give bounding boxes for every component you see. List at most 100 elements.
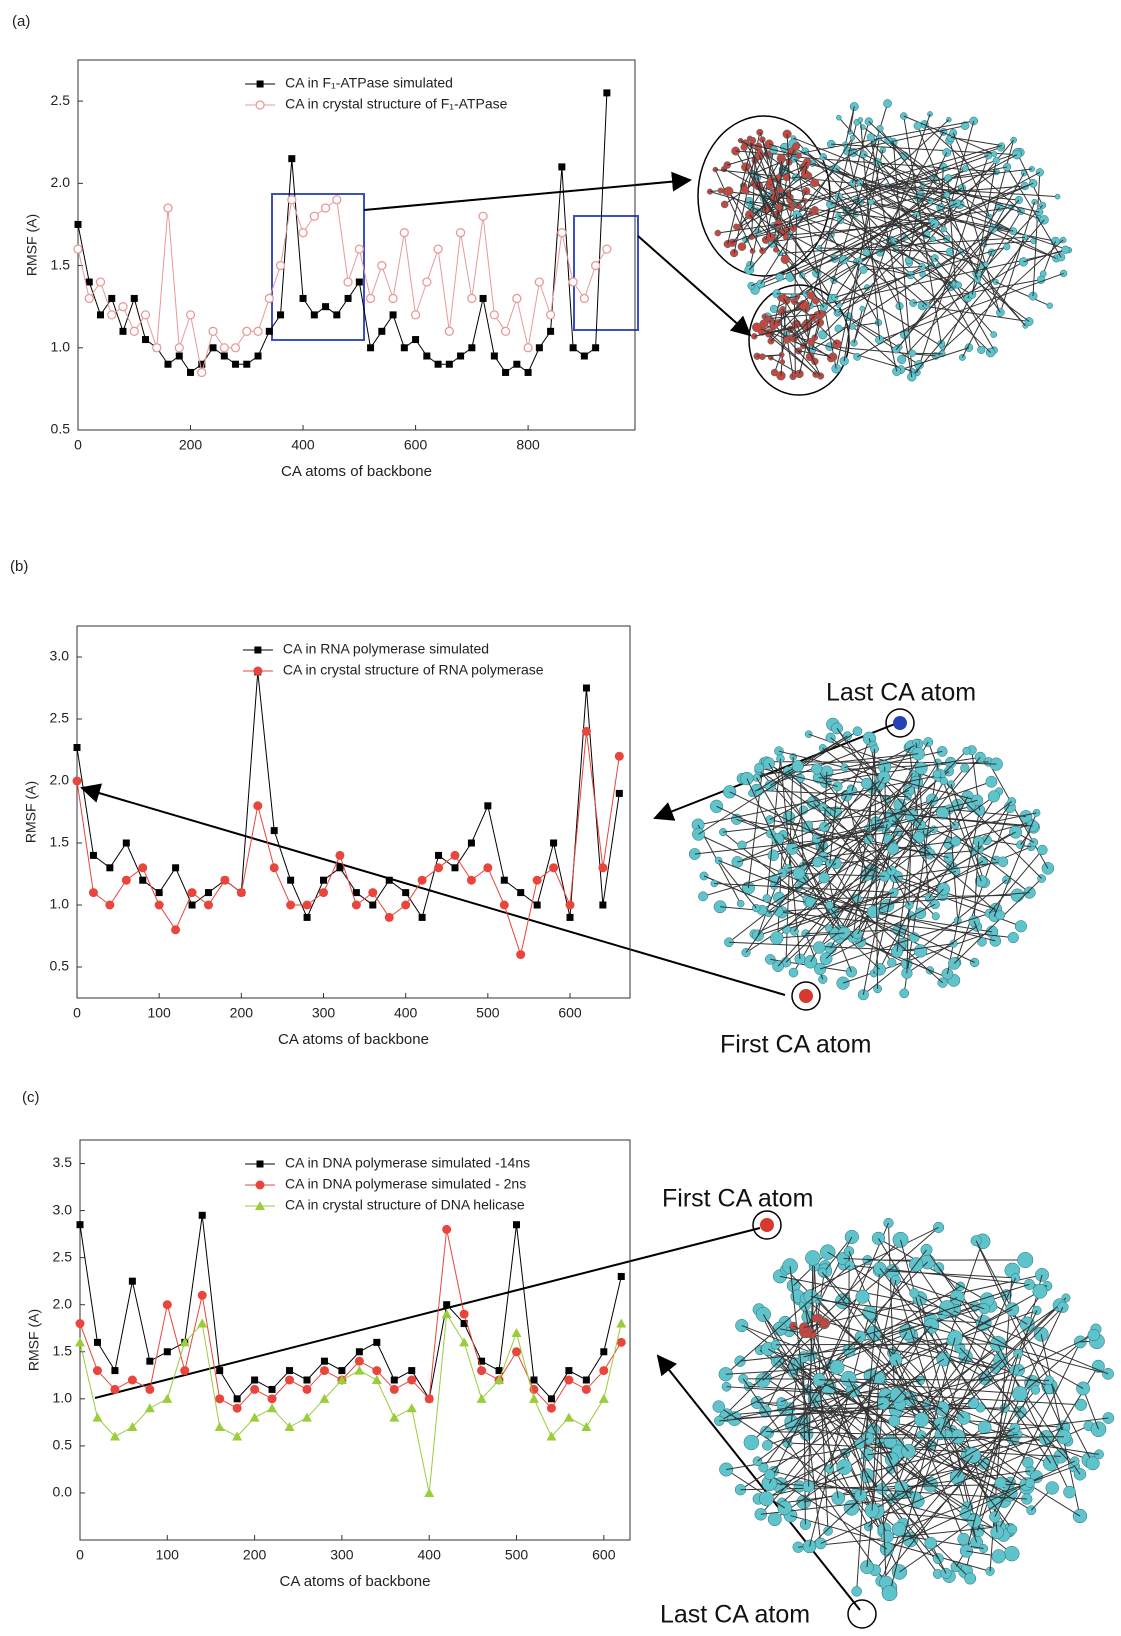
atom <box>835 309 842 316</box>
bond <box>906 815 913 974</box>
marker <box>298 228 308 238</box>
bond <box>843 137 880 362</box>
marker <box>284 1422 295 1432</box>
bond <box>798 1526 1001 1548</box>
bond <box>806 223 936 330</box>
marker <box>377 260 387 271</box>
bond <box>891 1459 968 1508</box>
atom <box>991 1549 1006 1564</box>
marker <box>582 684 590 692</box>
marker <box>232 1431 243 1441</box>
bond <box>952 132 991 217</box>
bond <box>768 313 817 320</box>
marker <box>198 1211 206 1219</box>
bond <box>694 824 956 855</box>
atom <box>897 354 907 364</box>
bond <box>844 106 855 145</box>
atom <box>775 203 783 211</box>
marker <box>408 1367 416 1375</box>
atom <box>888 1415 901 1427</box>
marker <box>84 293 94 304</box>
bond <box>1023 249 1066 263</box>
x-axis-label: CA atoms of backbone <box>278 1031 429 1048</box>
bond <box>911 219 1045 378</box>
bond <box>816 819 893 840</box>
atom <box>712 1400 725 1413</box>
marker <box>616 1318 627 1328</box>
bond <box>934 257 959 286</box>
atom <box>989 1511 1001 1523</box>
marker <box>442 1224 452 1234</box>
marker <box>373 1338 381 1346</box>
marker <box>73 744 81 752</box>
marker <box>322 303 330 311</box>
marker <box>599 901 607 909</box>
marker <box>580 352 588 360</box>
atom <box>1007 1524 1018 1535</box>
marker <box>333 311 341 319</box>
marker <box>164 360 172 368</box>
bond <box>889 1337 956 1594</box>
legend-marker <box>255 1180 265 1190</box>
atom <box>962 746 971 755</box>
atom <box>777 186 784 194</box>
marker <box>277 311 285 319</box>
marker <box>285 1375 295 1385</box>
bond <box>838 196 857 215</box>
bond <box>825 756 981 783</box>
bond <box>874 1455 974 1571</box>
bond <box>823 776 885 879</box>
marker <box>286 1367 294 1375</box>
atom <box>825 901 834 910</box>
bond <box>762 209 816 252</box>
marker <box>299 294 307 302</box>
marker <box>253 326 263 336</box>
bond <box>859 182 931 202</box>
bond <box>759 767 838 787</box>
atom <box>891 1521 907 1537</box>
bond <box>915 1264 1052 1464</box>
atom <box>698 891 708 902</box>
bond <box>876 162 982 351</box>
marker <box>564 1375 574 1385</box>
bond <box>895 199 1020 350</box>
atom <box>974 275 982 283</box>
bond <box>779 154 989 231</box>
atom <box>741 186 749 194</box>
x-tick-label: 400 <box>291 437 315 453</box>
atom <box>930 899 940 910</box>
legend-label: CA in DNA polymerase simulated - 2ns <box>285 1176 526 1192</box>
bond <box>779 119 950 278</box>
atom <box>924 1536 937 1550</box>
x-tick-label: 100 <box>156 1547 180 1563</box>
marker <box>111 1367 119 1375</box>
atom <box>996 308 1005 317</box>
marker <box>121 875 131 885</box>
marker <box>220 352 228 360</box>
bond <box>913 1292 1084 1389</box>
marker <box>288 155 296 163</box>
bond <box>725 1264 851 1375</box>
marker <box>614 751 624 761</box>
bond <box>870 137 913 377</box>
x-tick-label: 600 <box>592 1547 616 1563</box>
marker <box>602 244 612 254</box>
atom <box>836 1459 853 1475</box>
marker <box>319 1366 329 1376</box>
series-line <box>79 1229 622 1410</box>
marker <box>74 220 82 228</box>
marker <box>546 1431 557 1441</box>
bond <box>806 826 896 878</box>
atom <box>883 99 892 108</box>
atom <box>764 1469 775 1481</box>
marker <box>251 1376 259 1384</box>
atom <box>883 1434 897 1449</box>
bond <box>816 768 892 871</box>
bond <box>856 1375 872 1592</box>
atom <box>765 315 771 322</box>
bond <box>766 1437 869 1500</box>
marker <box>332 195 342 205</box>
marker <box>424 1394 434 1404</box>
legend-label: CA in crystal structure of RNA polymeras… <box>283 662 544 678</box>
bond <box>977 279 1001 313</box>
